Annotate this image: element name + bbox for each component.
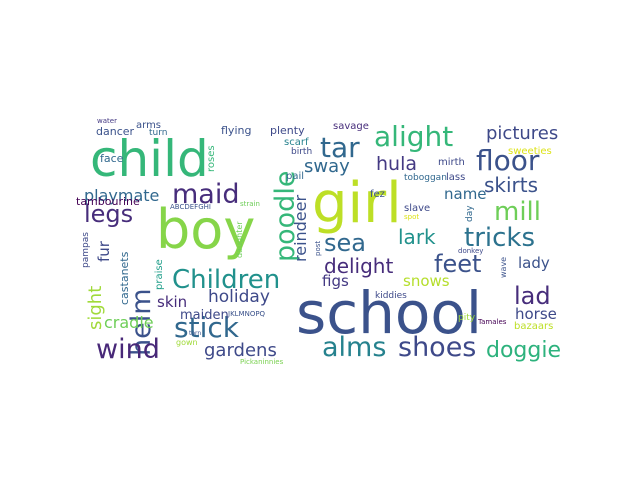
word-fez: fez [370,189,385,200]
word-lady: lady [518,254,550,272]
word-jklmnopq: JKLMNOPQ [227,310,266,318]
word-plenty: plenty [270,124,305,137]
word-torn: torn [189,330,201,337]
word-spot: spot [404,213,419,221]
word-water: water [97,117,117,125]
word-castanets: castanets [118,251,131,305]
word-flying: flying [221,124,251,137]
word-roses: roses [206,145,217,172]
word-tar: tar [320,131,360,164]
word-donkey: donkey [458,247,483,255]
word-day: day [465,205,475,222]
word-holiday: holiday [208,287,270,307]
word-pampas: pampas [81,232,91,268]
word-snows: snows [403,272,450,290]
word-pictures: pictures [486,123,558,144]
word-wave: wave [499,257,508,278]
word-post: post [314,241,322,256]
word-sweeties: sweeties [508,146,552,157]
word-skin: skin [157,293,187,311]
word-gardens: gardens [204,340,277,361]
word-kiddies: kiddies [375,291,407,301]
word-boy: boy [156,198,255,261]
word-pail: pail [286,171,304,182]
word-pity: pity [458,313,476,323]
word-mill: mill [494,197,541,227]
word-girl: girl [312,171,402,236]
word-fur: fur [95,240,113,262]
word-skirts: skirts [484,173,538,197]
word-abcdefghi: ABCDEFGHI [170,203,211,211]
word-figs: figs [322,272,349,290]
word-delight: delight [324,254,393,278]
word-shoes: shoes [398,332,476,363]
word-children: Children [172,265,280,295]
word-poodle: poodle [270,171,301,262]
word-scarf: scarf [284,137,309,148]
word-arms: arms [136,120,161,131]
word-tambourine: tambourine [76,195,140,208]
word-child: child [90,130,209,188]
word-stick: stick [174,311,240,344]
word-doggie: doggie [486,338,561,363]
word-lark: lark [398,225,436,249]
word-tamales: Tamales [477,318,507,326]
word-maiden: maiden [180,308,229,323]
word-hula: hula [376,153,417,175]
word-alight: alight [374,120,453,153]
word-helm: helm [126,288,157,356]
word-floor: floor [476,144,540,177]
word-pickaninnies: Pickaninnies [240,358,284,366]
word-wind: wind [96,334,160,365]
word-sight: sight [85,286,106,330]
word-face: face [100,152,124,165]
word-dancer: dancer [96,125,135,138]
word-mirth: mirth [438,157,465,168]
word-lad: lad [514,282,551,310]
word-birth: birth [291,147,312,157]
word-feet: feet [434,250,481,278]
word-playmate: playmate [84,186,159,205]
word-horse: horse [515,305,557,323]
word-turn: turn [149,128,167,138]
word-gown: gown [176,338,198,347]
word-cradle: cradle [104,313,154,332]
word-maid: maid [172,179,240,210]
word-reindeer: reindeer [291,195,310,263]
word-school: school [296,279,482,347]
word-praise: praise [154,259,165,290]
word-bazaars: bazaars [514,321,553,332]
word-daughter: daughter [235,221,244,258]
word-legs: legs [84,200,133,228]
word-tricks: tricks [464,223,535,253]
word-alms: alms [322,332,386,363]
word-savage: savage [333,121,369,132]
word-name: name [444,185,487,203]
word-toboggan: toboggan [404,173,447,183]
word-strain: strain [240,200,260,208]
word-sea: sea [324,229,366,257]
word-sway: sway [304,156,350,177]
word-lass: lass [446,172,465,183]
word-slave: slave [404,203,430,214]
